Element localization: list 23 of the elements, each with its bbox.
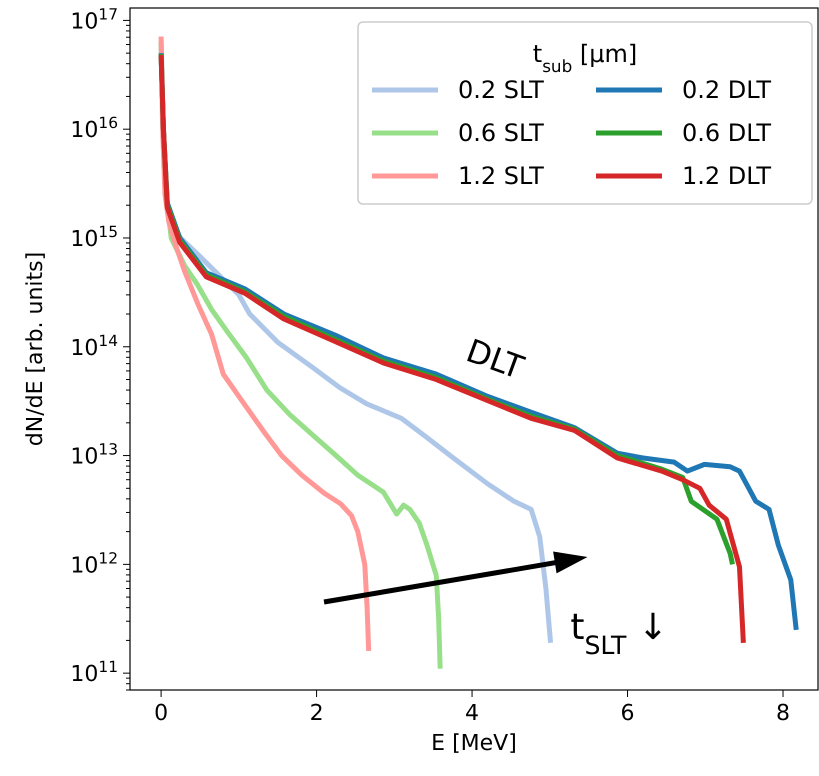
x-tick-label: 4 — [465, 701, 480, 726]
legend-label: 1.2 SLT — [458, 162, 544, 190]
x-axis-title: E [MeV] — [431, 731, 517, 756]
y-tick-label: 10$^{13}$ — [70, 440, 118, 470]
y-tick-label: 10$^{16}$ — [70, 114, 118, 144]
x-tick-label: 0 — [154, 701, 168, 726]
legend-label: 1.2 DLT — [682, 162, 772, 190]
annotation: DLT — [461, 331, 529, 387]
legend-label: 0.6 SLT — [458, 119, 544, 147]
y-tick-label: 10$^{14}$ — [70, 332, 118, 361]
legend-label: 0.2 DLT — [682, 76, 772, 104]
y-tick-label: 10$^{17}$ — [70, 5, 118, 34]
y-tick-label: 10$^{12}$ — [70, 549, 118, 578]
x-tick-label: 6 — [620, 701, 635, 726]
y-axis-title: dN/dE [arb. units] — [23, 252, 48, 446]
annotation: t$_{SLT}$ ↓ — [570, 606, 668, 660]
legend-label: 0.2 SLT — [458, 76, 544, 104]
legend-title: t$_{sub}$ [μm] — [532, 40, 638, 76]
x-tick-label: 2 — [310, 701, 324, 726]
y-tick-label: 10$^{11}$ — [70, 658, 118, 688]
y-tick-label: 10$^{15}$ — [70, 222, 118, 252]
legend-label: 0.6 DLT — [682, 119, 772, 147]
x-tick-label: 8 — [776, 701, 790, 726]
